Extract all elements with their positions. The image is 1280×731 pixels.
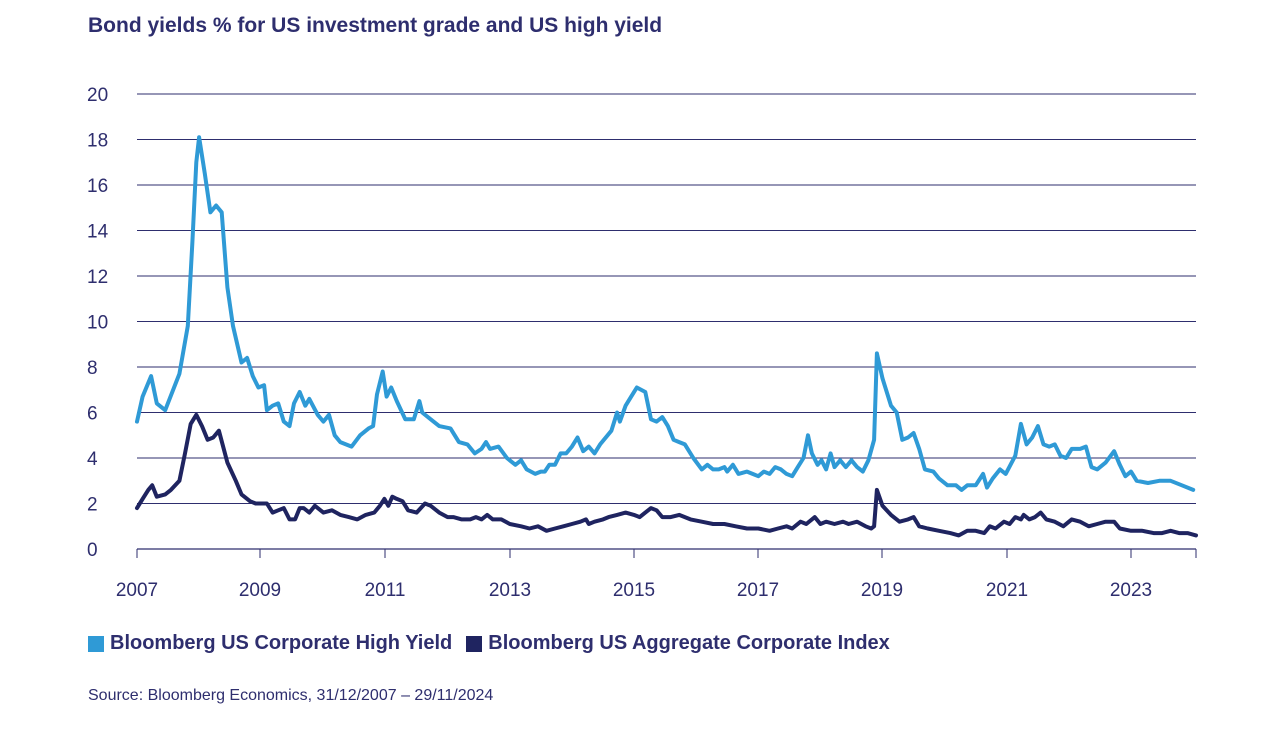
- y-tick-label: 8: [87, 358, 98, 379]
- series-lines: [135, 135, 1198, 538]
- y-axis-ticks: 0 2 4 6 8 10 12 14 16 18 20: [87, 85, 109, 561]
- legend-swatch-aggregate-corporate: [466, 635, 483, 652]
- x-tick-label: 2013: [489, 580, 531, 601]
- x-tick-label: 2009: [239, 580, 281, 601]
- gridlines: [137, 93, 1196, 550]
- legend: Bloomberg US Corporate High Yield Bloomb…: [88, 632, 904, 655]
- y-tick-label: 18: [87, 131, 108, 152]
- x-tick-label: 2015: [613, 580, 655, 601]
- legend-item-high-yield: Bloomberg US Corporate High Yield: [88, 632, 452, 655]
- x-tick-label: 2019: [861, 580, 903, 601]
- x-axis-ticks: 2007 2009 2011 2013 2015 2017 2019 2021 2023: [116, 549, 1197, 601]
- y-tick-label: 4: [87, 449, 98, 470]
- series-line-aggregate-corporate: [135, 412, 1198, 538]
- y-tick-label: 6: [87, 404, 98, 425]
- source-note: Source: Bloomberg Economics, 31/12/2007 …: [88, 687, 494, 704]
- y-tick-label: 12: [87, 267, 108, 288]
- y-tick-label: 20: [87, 85, 108, 106]
- y-tick-label: 14: [87, 222, 109, 243]
- y-tick-label: 2: [87, 495, 98, 516]
- legend-label-aggregate-corporate: Bloomberg US Aggregate Corporate Index: [488, 632, 890, 654]
- y-tick-label: 0: [87, 540, 98, 561]
- legend-swatch-high-yield: [88, 635, 104, 652]
- chart-title: Bond yields % for US investment grade an…: [88, 14, 663, 37]
- series-line-high-yield: [135, 135, 1196, 492]
- x-tick-label: 2023: [1110, 580, 1152, 601]
- y-tick-label: 10: [87, 313, 108, 334]
- x-tick-label: 2017: [737, 580, 779, 601]
- x-tick-label: 2007: [116, 580, 158, 601]
- y-tick-label: 16: [87, 176, 108, 197]
- legend-item-aggregate-corporate: Bloomberg US Aggregate Corporate Index: [466, 632, 890, 655]
- legend-label-high-yield: Bloomberg US Corporate High Yield: [110, 632, 453, 654]
- x-tick-label: 2021: [986, 580, 1028, 601]
- x-tick-label: 2011: [365, 580, 406, 601]
